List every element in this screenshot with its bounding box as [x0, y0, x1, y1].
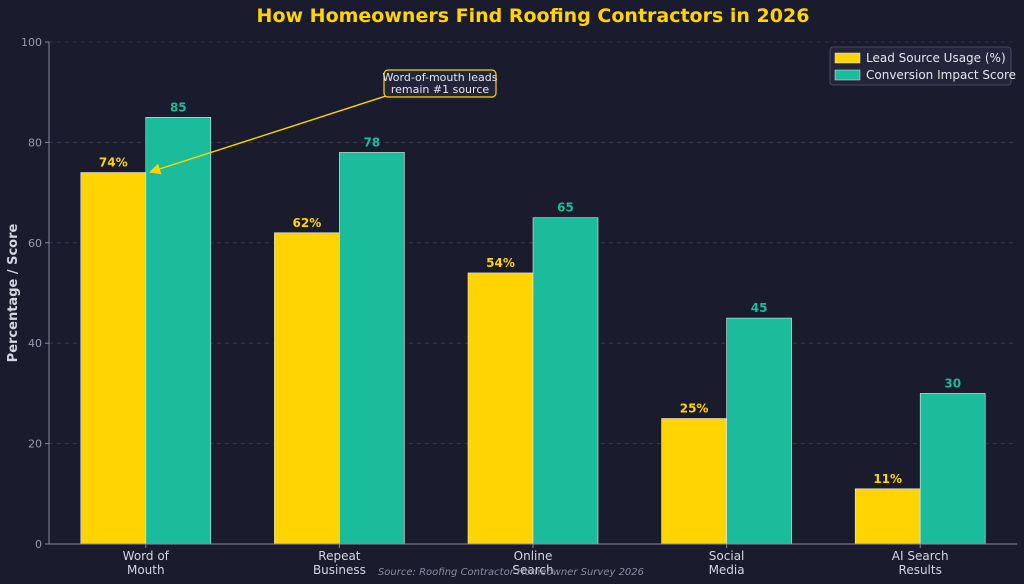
x-tick-label: Repeat Business — [313, 549, 366, 577]
x-tick-label-line: Online — [514, 549, 553, 563]
legend-label: Conversion Impact Score — [866, 68, 1016, 82]
annotation-text: remain #1 source — [391, 83, 490, 96]
bar-value-label: 11% — [873, 472, 902, 486]
bar-value-label: 45 — [751, 301, 768, 315]
x-tick-label-line: AI Search — [892, 549, 949, 563]
bar-value-label: 74% — [99, 156, 128, 170]
x-tick-label-line: Mouth — [127, 563, 165, 577]
bar-conversion — [145, 117, 212, 545]
bar-usage — [80, 172, 147, 545]
chart-title: How Homeowners Find Roofing Contractors … — [257, 5, 810, 27]
y-tick-label: 40 — [28, 337, 42, 350]
x-tick-label: Social Media — [709, 549, 745, 577]
bar-value-label: 62% — [293, 216, 322, 230]
y-tick-label: 100 — [21, 36, 42, 49]
annotation-text: Word-of-mouth leads — [383, 71, 498, 84]
bar-conversion — [532, 217, 599, 545]
labels: 74% 85 Word of Mouth 62% 78 Repeat Business 54% 6… — [99, 100, 961, 577]
x-tick-label-line: Results — [899, 563, 942, 577]
y-tick-label: 60 — [28, 237, 42, 250]
x-tick-label-line: Search — [512, 563, 553, 577]
x-tick-label: Word of Mouth — [123, 549, 170, 577]
bar-conversion — [919, 393, 986, 545]
y-axis-label: Percentage / Score — [6, 223, 21, 362]
x-tick-label-line: Repeat — [318, 549, 361, 563]
legend[interactable]: Lead Source Usage (%) Conversion Impact S… — [829, 46, 1016, 86]
legend-label: Lead Source Usage (%) — [866, 51, 1006, 65]
legend-swatch — [834, 52, 861, 64]
bar-usage — [467, 272, 534, 545]
legend-box — [829, 46, 1012, 86]
bar-value-label: 25% — [680, 402, 709, 416]
bar-value-label: 65 — [557, 201, 574, 215]
x-tick-label-line: Business — [313, 563, 366, 577]
x-tick-label-line: Social — [709, 549, 745, 563]
y-tick-label: 80 — [28, 136, 42, 149]
x-tick-label-line: Word of — [123, 549, 170, 563]
bars — [80, 117, 986, 545]
axes: 0 20 40 60 80 100 — [21, 36, 1017, 551]
bar-usage — [854, 488, 921, 545]
annotation-arrow — [149, 95, 387, 175]
x-tick-label: Online Search — [512, 549, 553, 577]
bar-conversion — [339, 152, 405, 545]
y-tick-label: 20 — [28, 438, 42, 451]
x-tick-label-line: Media — [709, 563, 745, 577]
y-tick-label: 0 — [35, 538, 42, 551]
x-tick-label: AI Search Results — [892, 549, 949, 577]
bar-conversion — [726, 317, 792, 545]
bar-value-label: 30 — [944, 376, 961, 390]
annotation-box — [383, 69, 497, 98]
legend-swatch — [834, 69, 861, 81]
bar-usage — [661, 418, 727, 545]
bar-usage — [274, 232, 340, 545]
bar-value-label: 54% — [486, 256, 515, 270]
bar-value-label: 85 — [170, 100, 187, 114]
source-note: Source: Roofing Contractor Homeowner Sur… — [378, 567, 644, 578]
bar-value-label: 78 — [364, 135, 381, 149]
